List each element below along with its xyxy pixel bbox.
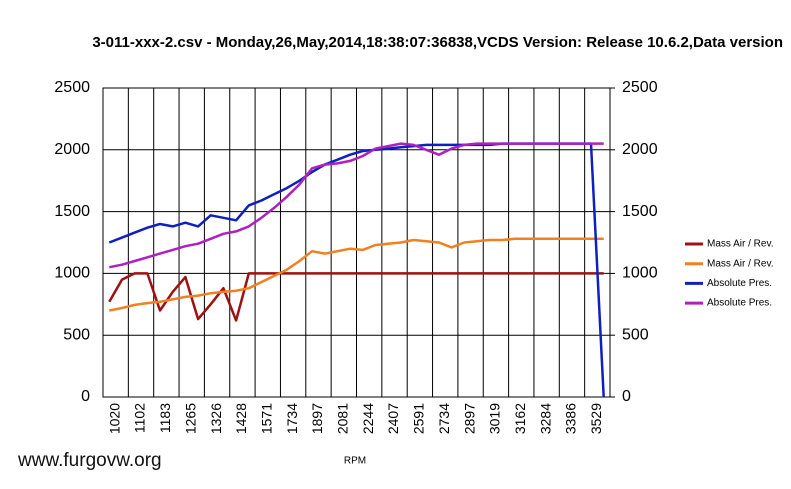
series-line <box>108 272 604 322</box>
y-tick-label: 0 <box>81 388 90 405</box>
x-tick-label: 2897 <box>461 403 477 434</box>
y2-tick-label: 1000 <box>622 265 658 282</box>
x-tick-label: 3162 <box>512 403 528 434</box>
x-tick-label: 2591 <box>411 403 427 434</box>
series-line <box>109 142 604 269</box>
x-tick-label: 1734 <box>284 403 300 434</box>
series-line <box>109 237 604 312</box>
y2-tick-label: 1500 <box>622 203 658 220</box>
watermark: www.furgovw.org <box>17 450 162 471</box>
legend-label: Mass Air / Rev. <box>707 258 774 269</box>
y-tick-label: 500 <box>63 326 90 343</box>
legend-label: Mass Air / Rev. <box>707 239 774 250</box>
legend-label: Absolute Pres. <box>707 278 772 289</box>
chart-title: 3-011-xxx-2.csv - Monday,26,May,2014,18:… <box>92 34 783 51</box>
x-tick-label: 1183 <box>157 403 173 433</box>
x-axis-label: RPM <box>344 456 366 467</box>
x-tick-label: 1428 <box>233 403 249 434</box>
x-tick-label: 1020 <box>106 403 122 434</box>
x-tick-label: 1326 <box>208 403 224 434</box>
plot-frame <box>102 87 611 398</box>
y2-tick-label: 2500 <box>622 79 658 96</box>
x-tick-label: 3386 <box>563 403 579 434</box>
legend-label: Absolute Pres. <box>707 298 772 309</box>
x-tick-label: 2734 <box>436 403 452 434</box>
y-tick-label: 2500 <box>54 79 90 96</box>
y2-tick-label: 0 <box>622 388 631 405</box>
x-tick-label: 1571 <box>258 403 274 434</box>
x-tick-label: 1265 <box>182 403 198 434</box>
y2-tick-label: 2000 <box>622 141 658 158</box>
x-tick-label: 2244 <box>360 403 376 434</box>
y-tick-label: 1000 <box>54 265 90 282</box>
y-tick-label: 2000 <box>54 141 90 158</box>
x-tick-label: 3529 <box>588 403 604 434</box>
x-tick-label: 2081 <box>335 403 351 434</box>
x-tick-label: 3019 <box>487 403 503 434</box>
y-tick-label: 1500 <box>54 203 90 220</box>
x-tick-label: 1102 <box>132 403 148 433</box>
x-tick-label: 2407 <box>385 403 401 434</box>
x-tick-label: 1897 <box>309 403 325 434</box>
y2-tick-label: 500 <box>622 326 649 343</box>
x-tick-label: 3284 <box>537 403 553 434</box>
